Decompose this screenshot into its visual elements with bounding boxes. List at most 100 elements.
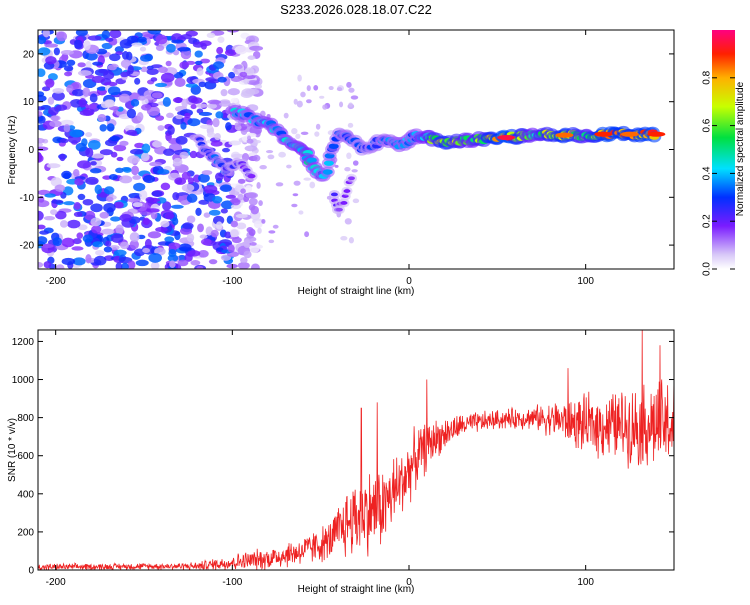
snr-ytick-label: 200: [17, 527, 34, 538]
spectrogram-noise-blob: [174, 77, 186, 88]
spectrogram-noise-blob: [220, 184, 232, 192]
spectrogram-noise-blob: [157, 125, 165, 131]
spectrogram-ridge-blob: [306, 157, 317, 163]
spectrogram-noise-blob: [214, 172, 224, 181]
spectrogram-noise-blob: [225, 122, 232, 131]
spectrogram-noise-blob: [194, 60, 203, 65]
spectrogram-noise-blob: [73, 211, 83, 217]
spectrogram-noise-blob: [314, 131, 320, 137]
spectrogram-noise-blob: [352, 160, 359, 166]
spectrogram-noise-blob: [203, 212, 211, 218]
spectrogram-noise-blob: [63, 124, 71, 133]
spectrogram-peak: [594, 131, 613, 137]
spectrogram-noise-blob: [275, 182, 284, 187]
spectrogram-noise-blob: [155, 115, 165, 121]
spectrogram-noise-blob: [278, 151, 286, 158]
spectrogram-noise-blob: [196, 67, 204, 76]
spectrogram-ytick-label: 10: [23, 97, 35, 108]
spectrogram-noise-blob: [151, 92, 163, 99]
spectrogram-noise-blob: [203, 184, 218, 194]
spectrogram-noise-blob: [150, 261, 160, 269]
spectrogram-noise-blob: [226, 30, 240, 33]
spectrogram-peak: [620, 131, 639, 137]
spectrogram-noise-blob: [177, 259, 189, 267]
spectrogram-noise-blob: [160, 182, 171, 191]
spectrogram-noise-blob: [82, 234, 94, 243]
colorbar-tick-label: 0.6: [702, 118, 713, 132]
spectrogram-noise-blob: [160, 72, 175, 83]
spectrogram-noise-blob: [171, 39, 184, 44]
spectrogram-noise-blob: [101, 228, 115, 235]
spectrogram-noise-blob: [246, 80, 260, 86]
spectrogram-noise-blob: [155, 34, 168, 45]
snr-xtick-label: 100: [577, 577, 594, 588]
spectrogram-noise-blob: [257, 227, 262, 234]
spectrogram-noise-blob: [334, 164, 339, 168]
spectrogram-noise-blob: [293, 98, 298, 105]
spectrogram-noise-blob: [76, 232, 84, 239]
spectrogram-noise-blob: [230, 229, 239, 238]
spectrogram-noise-blob: [268, 230, 276, 234]
spectrogram-noise-blob: [213, 61, 225, 69]
spectrogram-noise-blob: [144, 238, 152, 249]
spectrogram-noise-blob: [49, 120, 62, 128]
spectrogram-noise-blob: [267, 154, 275, 160]
spectrogram-noise-blob: [132, 175, 142, 180]
spectrogram-xtick-label: -100: [222, 276, 242, 287]
spectrogram-noise-blob: [38, 262, 44, 268]
spectrogram-noise-blob: [89, 93, 98, 103]
spectrogram-noise-blob: [63, 65, 74, 72]
spectrogram-noise-blob: [180, 200, 189, 206]
spectrogram-noise-blob: [194, 50, 203, 58]
spectrogram-noise-blob: [87, 139, 101, 150]
spectrogram-noise-blob: [187, 118, 201, 127]
spectrogram-noise-blob: [181, 98, 188, 109]
spectrogram-noise-blob: [101, 30, 111, 40]
spectrogram-noise-blob: [72, 257, 86, 266]
colorbar-label: Normalized spectral amplitude: [735, 81, 746, 216]
spectrogram-noise-blob: [162, 97, 171, 107]
spectrogram-noise-blob: [126, 108, 137, 119]
spectrogram-data: [38, 30, 666, 269]
spectrogram-noise-blob: [185, 83, 198, 88]
spectrogram-noise-blob: [38, 142, 44, 147]
spectrogram-ytick-label: 20: [23, 49, 35, 60]
snr-ytick-label: 0: [28, 566, 34, 577]
spectrogram-noise-blob: [140, 54, 152, 62]
spectrogram-noise-blob: [259, 164, 267, 170]
spectrogram-noise-blob: [291, 203, 298, 208]
spectrogram-noise-blob: [51, 91, 65, 101]
spectrogram-noise-blob: [60, 119, 74, 127]
spectrogram-noise-blob: [306, 99, 312, 104]
spectrogram-noise-blob: [174, 177, 187, 185]
spectrogram-noise-blob: [184, 112, 191, 119]
spectrogram-noise-blob: [237, 178, 246, 184]
spectrogram-noise-blob: [348, 102, 353, 108]
spectrogram-noise-blob: [96, 86, 108, 91]
spectrogram-noise-blob: [178, 243, 192, 252]
snr-ylabel: SNR (10 * v/v): [7, 418, 18, 482]
spectrogram-noise-blob: [103, 81, 118, 87]
spectrogram-noise-blob: [113, 144, 127, 152]
spectrogram-noise-blob: [248, 198, 258, 206]
spectrogram-noise-blob: [248, 244, 260, 253]
spectrogram-noise-blob: [195, 207, 202, 217]
spectrogram-noise-blob: [227, 244, 235, 253]
spectrogram-noise-blob: [133, 182, 146, 192]
spectrogram-noise-blob: [42, 30, 50, 38]
spectrogram-noise-blob: [212, 196, 223, 204]
spectrogram-noise-blob: [38, 94, 47, 102]
spectrogram-noise-blob: [84, 210, 96, 221]
spectrogram-noise-blob: [91, 75, 105, 84]
spectrogram-noise-blob: [119, 175, 133, 184]
spectrogram-noise-blob: [52, 88, 65, 94]
spectrogram-noise-blob: [52, 237, 63, 247]
spectrogram-noise-blob: [234, 122, 241, 127]
spectrogram-noise-blob: [38, 36, 47, 45]
spectrogram-noise-blob: [115, 262, 123, 269]
spectrogram-noise-blob: [180, 49, 192, 60]
spectrogram-noise-blob: [72, 238, 82, 245]
spectrogram-noise-blob: [77, 70, 92, 77]
spectrogram-noise-blob: [248, 204, 256, 211]
